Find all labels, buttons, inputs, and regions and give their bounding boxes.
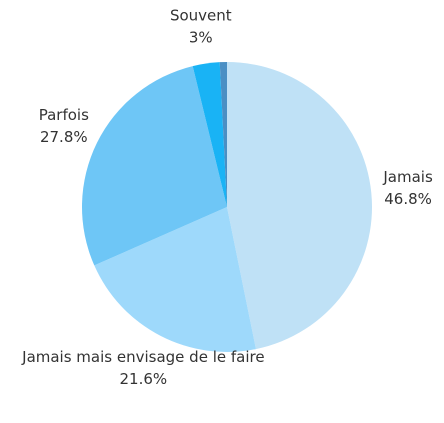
slice-label: Jamais mais envisage de le faire	[21, 348, 264, 366]
pie-slice	[192, 62, 227, 208]
pie-slice	[227, 62, 372, 350]
slice-label: Jamais	[382, 168, 433, 186]
pie-slice	[82, 66, 227, 266]
slice-label: Parfois	[39, 106, 89, 124]
slice-value: 27.8%	[40, 128, 88, 146]
pie-slice	[94, 207, 256, 352]
slice-value: 46.8%	[384, 190, 432, 208]
slice-label: Souvent	[170, 6, 232, 24]
slice-value: 3%	[189, 28, 213, 46]
slice-value: 21.6%	[120, 370, 168, 388]
pie-slice	[219, 62, 227, 207]
